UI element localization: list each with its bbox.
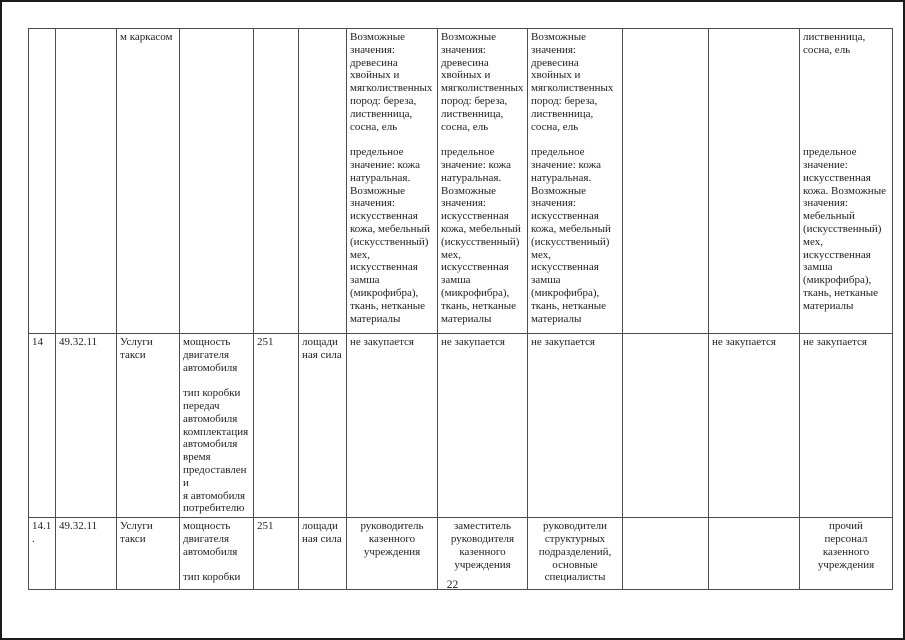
- table-row-14-1: 14.1 . 49.32.11 Услуги такси мощность дв…: [28, 517, 893, 591]
- service-name-cell: м каркасом: [116, 28, 180, 334]
- value-cell-6: лиственница, сосна, ель предельное значе…: [799, 28, 893, 334]
- service-name-cell: Услуги такси: [116, 332, 180, 519]
- row-number-cell: 14.1 .: [28, 517, 56, 591]
- value-cell-4: [622, 332, 709, 519]
- value-cell-4: [622, 517, 709, 591]
- value-cell-5: [708, 28, 800, 334]
- value-cell-6: не закупается: [799, 332, 893, 519]
- value-cell-3: руководители структурных подразделений, …: [527, 517, 623, 591]
- value-cell-3: не закупается: [527, 332, 623, 519]
- characteristic-name-cell: [179, 28, 254, 334]
- okpd2-code-cell: 49.32.11: [55, 517, 117, 591]
- value-cell-1: не закупается: [346, 332, 438, 519]
- unit-name-cell: лощади ная сила: [298, 332, 347, 519]
- unit-code-cell: 251: [253, 332, 299, 519]
- value-cell-1: Возможные значения: древесина хвойных и …: [346, 28, 438, 334]
- unit-code-cell: 251: [253, 517, 299, 591]
- table-row-continuation: м каркасом Возможные значения: древесина…: [28, 28, 893, 334]
- value-cell-6: прочий персонал казенного учреждения: [799, 517, 893, 591]
- value-cell-2: Возможные значения: древесина хвойных и …: [437, 28, 528, 334]
- value-cell-5: [708, 517, 800, 591]
- value-cell-2: не закупается: [437, 332, 528, 519]
- value-cell-1: руководитель казенного учреждения: [346, 517, 438, 591]
- value-cell-4: [622, 28, 709, 334]
- value-cell-3: Возможные значения: древесина хвойных и …: [527, 28, 623, 334]
- page-number: 22: [446, 579, 459, 591]
- okpd2-code-cell: [55, 28, 117, 334]
- characteristic-name-cell: мощность двигателя автомобиля тип коробк…: [179, 517, 254, 591]
- unit-code-cell: [253, 28, 299, 334]
- characteristic-name-cell: мощность двигателя автомобиля тип коробк…: [179, 332, 254, 519]
- value-cell-2: заместитель руководителя казенного учреж…: [437, 517, 528, 591]
- okpd2-code-cell: 49.32.11: [55, 332, 117, 519]
- unit-name-cell: [298, 28, 347, 334]
- unit-name-cell: лощади ная сила: [298, 517, 347, 591]
- row-number-cell: [28, 28, 56, 334]
- row-number-cell: 14: [28, 332, 56, 519]
- value-cell-5: не закупается: [708, 332, 800, 519]
- procurement-standards-table: м каркасом Возможные значения: древесина…: [28, 28, 893, 591]
- table-row-14: 14 49.32.11 Услуги такси мощность двигат…: [28, 332, 893, 519]
